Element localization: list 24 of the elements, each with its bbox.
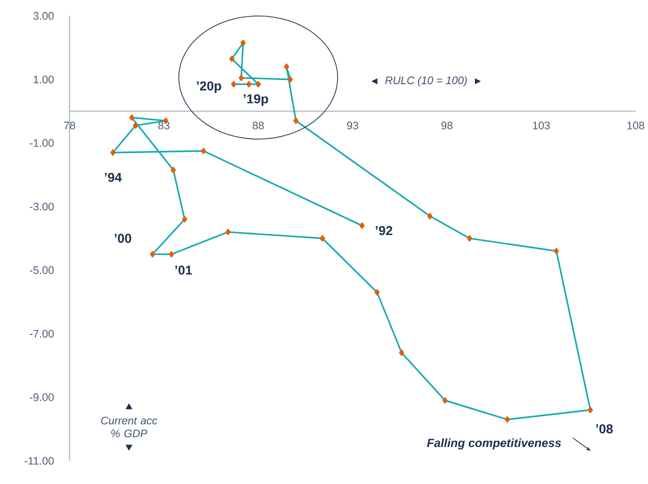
- y-tick-label: -9.00: [30, 394, 54, 402]
- annotation: ’00: [114, 234, 132, 244]
- y-axis-title: Current acc % GDP: [101, 416, 158, 438]
- y-tick-label: 3.00: [33, 12, 54, 20]
- x-tick-label: 108: [627, 122, 644, 130]
- annotation: ’20p: [196, 82, 222, 94]
- x-axis-title: RULC (10 = 100): [385, 76, 467, 87]
- x-tick-label: 98: [441, 122, 452, 130]
- annotation: ’94: [104, 172, 122, 182]
- annotation: ’01: [175, 266, 192, 275]
- annotation: ’19p: [244, 94, 268, 106]
- y-tick-label: -3.00: [30, 202, 54, 211]
- x-tick-label: 88: [252, 122, 264, 130]
- x-tick-label: 78: [64, 122, 76, 130]
- y-tick-label: -11.00: [24, 457, 54, 465]
- annotation: ’08: [596, 424, 613, 434]
- y-tick-label: -1.00: [30, 139, 54, 148]
- annotation: ’92: [376, 226, 392, 236]
- annotation: Falling competitiveness: [427, 438, 561, 450]
- y-tick-label: 1.00: [34, 76, 54, 84]
- x-tick-label: 103: [533, 122, 550, 130]
- x-tick-label: 93: [347, 122, 358, 130]
- y-tick-label: -5.00: [30, 266, 54, 274]
- y-tick-label: -7.00: [30, 330, 54, 338]
